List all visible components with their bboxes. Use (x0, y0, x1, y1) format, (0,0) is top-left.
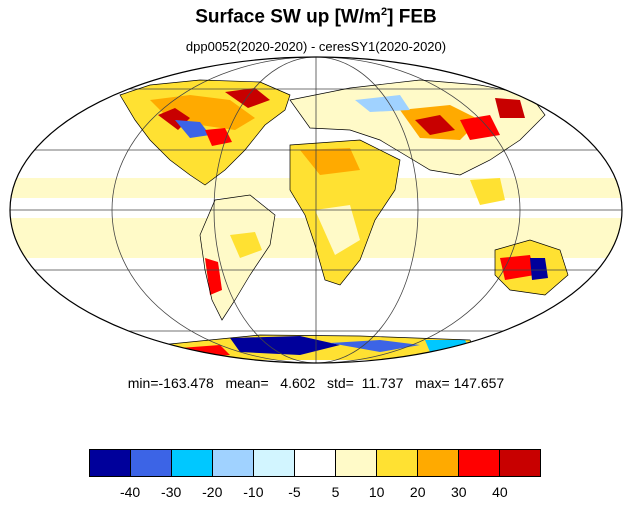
color-swatch-2 (172, 450, 213, 476)
color-bar (89, 449, 541, 477)
color-swatch-0 (90, 450, 131, 476)
color-tick-label: -20 (202, 484, 223, 500)
statistics-summary: min=-163.478 mean= 4.602 std= 11.737 max… (127, 375, 505, 391)
color-swatch-3 (213, 450, 254, 476)
color-tick-label: 10 (368, 484, 385, 500)
title-superscript: 2 (381, 6, 388, 18)
color-swatch-9 (459, 450, 500, 476)
color-tick-label: -10 (243, 484, 264, 500)
color-swatch-8 (418, 450, 459, 476)
color-swatch-7 (377, 450, 418, 476)
color-tick-label: -5 (288, 484, 301, 500)
title-main: Surface SW up [W/m (195, 6, 382, 28)
color-tick-label: -30 (161, 484, 182, 500)
color-tick-label: -40 (119, 484, 141, 500)
color-swatch-6 (336, 450, 377, 476)
map-outline (9, 56, 623, 364)
color-tick-label: 40 (492, 484, 508, 500)
color-swatch-1 (131, 450, 172, 476)
color-bar-ticks: -40 -30 -20 -10 -5 5 10 20 30 40 (0, 484, 632, 502)
color-tick-label: 30 (451, 484, 467, 500)
color-swatch-5 (295, 450, 336, 476)
color-tick-label: 20 (409, 484, 426, 500)
color-swatch-4 (254, 450, 295, 476)
coastlines (119, 79, 569, 361)
map-title: Surface SW up [W/m2] FEB (0, 6, 632, 28)
title-tail: ] FEB (387, 6, 437, 28)
color-swatch-10 (500, 450, 540, 476)
map-subtitle: dpp0052(2020-2020) - ceresSY1(2020-2020) (185, 39, 447, 54)
graticule (10, 57, 622, 363)
color-tick-label: 5 (331, 484, 340, 500)
